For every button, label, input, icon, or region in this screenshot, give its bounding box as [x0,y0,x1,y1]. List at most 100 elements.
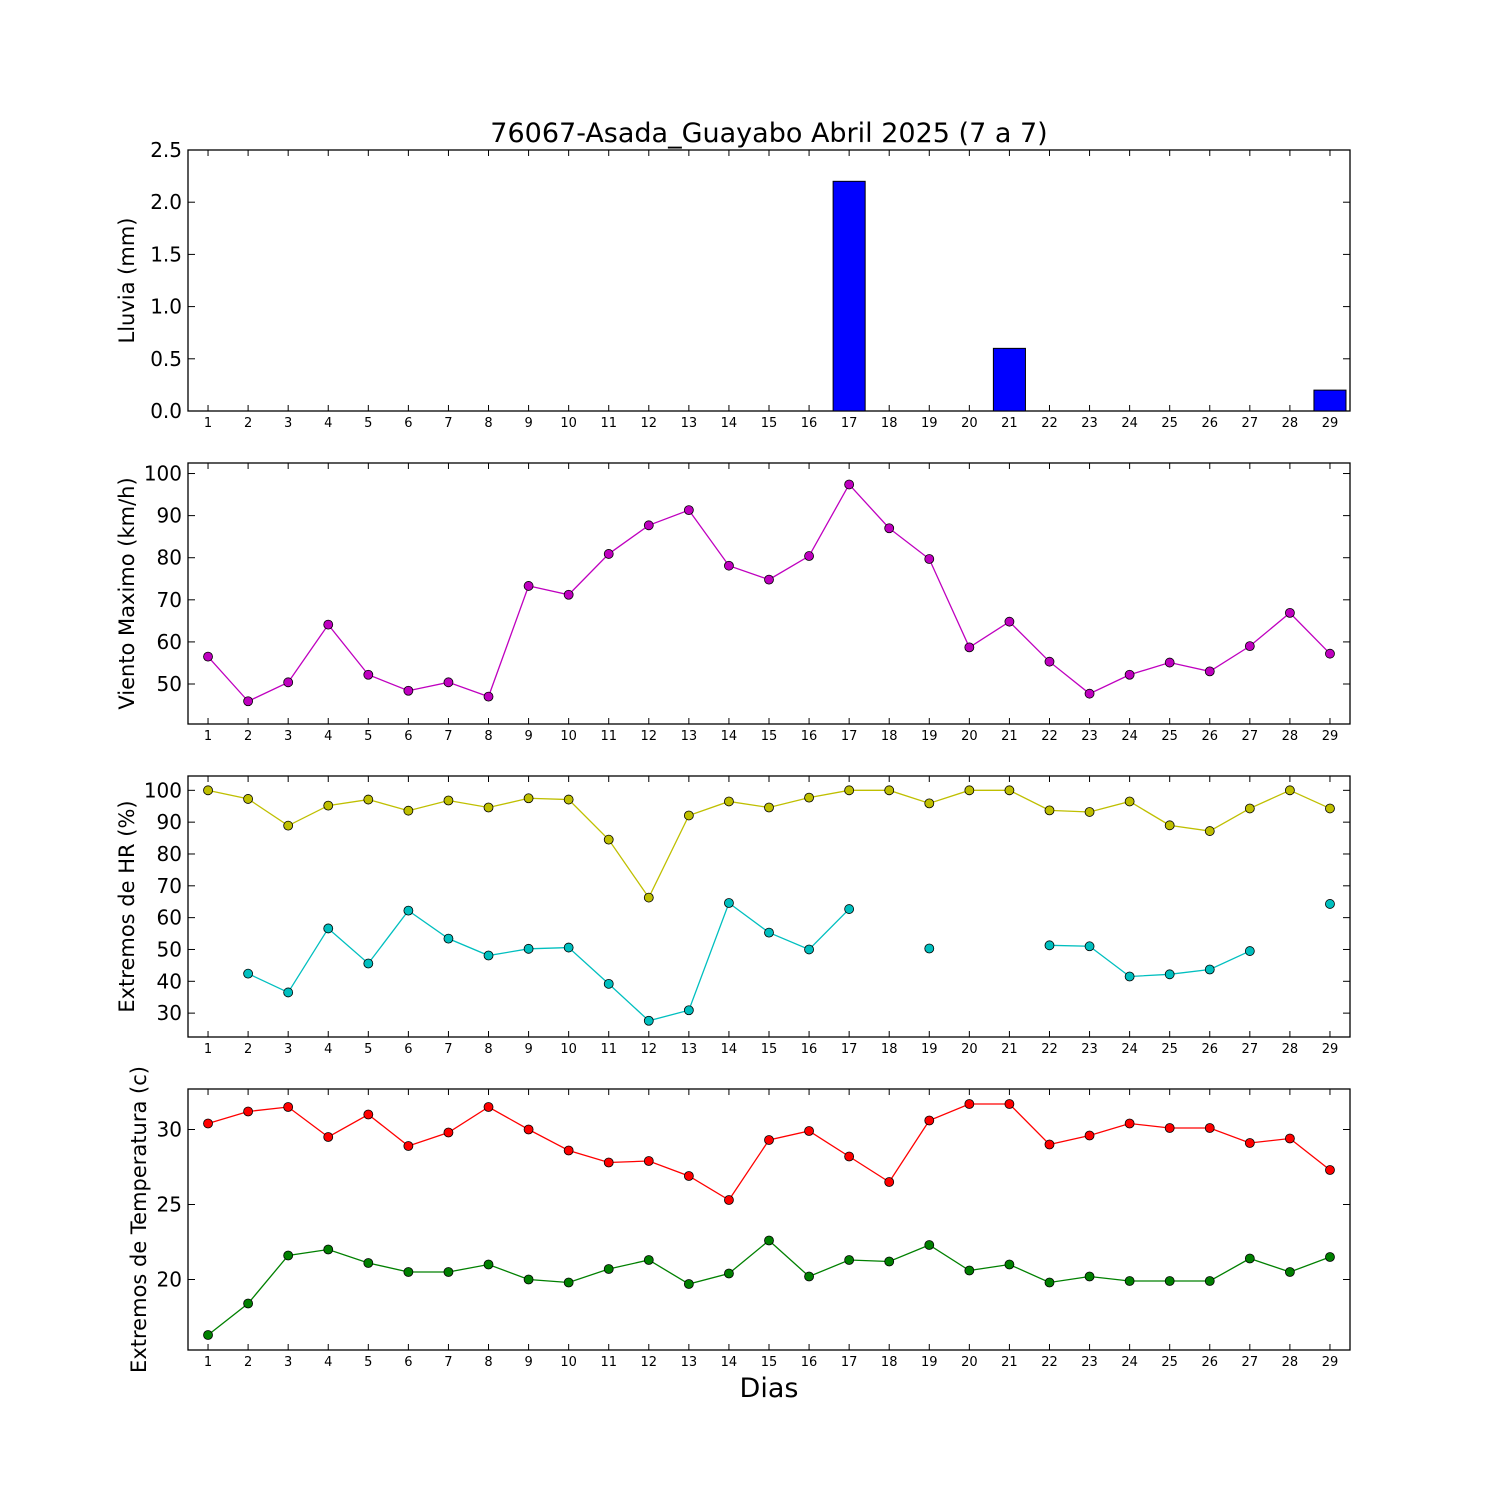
x-tick-label: 24 [1121,1355,1138,1370]
x-tick-label: 14 [721,1355,738,1370]
x-tick-label: 12 [641,729,658,744]
data-point [203,1118,213,1129]
data-point [243,1298,254,1309]
y-tick-label: 60 [157,630,182,654]
bar [992,347,1026,412]
x-tick-label: 7 [444,1355,452,1370]
x-tick-label: 12 [641,1042,658,1057]
x-tick-label: 10 [560,416,577,431]
data-point [1204,964,1215,975]
data-point [1244,803,1255,814]
x-tick-label: 17 [841,416,858,431]
data-point [1284,607,1295,618]
data-point [764,1135,774,1145]
x-tick-label: 5 [364,1042,372,1057]
data-point [523,581,534,591]
data-point [283,820,294,831]
x-tick-label: 24 [1121,1042,1138,1057]
data-point [683,1005,694,1016]
x-tick-label: 6 [404,729,412,744]
y-axis-label: Lluvia (mm) [115,218,139,344]
data-point [1004,616,1015,627]
data-point [804,1271,814,1282]
data-point [643,1255,654,1265]
y-tick-label: 0.0 [150,399,182,423]
data-point [203,1330,213,1340]
x-tick-label: 23 [1081,1355,1098,1370]
data-point [1164,820,1175,831]
data-point [1084,1271,1095,1282]
x-tick-label: 11 [600,416,617,431]
data-point [1164,1276,1175,1286]
x-tick-label: 8 [484,416,492,431]
data-point [924,943,935,954]
data-point [1004,1259,1015,1270]
data-point [924,554,935,564]
data-point [603,549,614,559]
x-tick-label: 2 [244,416,252,431]
x-tick-label: 17 [841,729,858,744]
x-tick-label: 16 [801,1042,818,1057]
x-tick-label: 10 [560,729,577,744]
x-tick-label: 25 [1161,1042,1178,1057]
x-tick-label: 16 [801,416,818,431]
data-point [1284,1133,1295,1144]
chart-title: 76067-Asada_Guayabo Abril 2025 (7 a 7) [490,118,1047,149]
x-tick-label: 14 [721,1042,738,1057]
x-tick-label: 24 [1121,416,1138,431]
data-point [724,898,734,908]
bar [1313,389,1347,412]
data-point [1204,666,1215,677]
data-point [403,1141,414,1151]
x-tick-label: 28 [1282,416,1299,431]
x-tick-label: 20 [961,1042,978,1057]
data-point [964,1099,975,1109]
y-tick-label: 90 [157,504,182,528]
data-point [203,785,213,796]
x-tick-label: 6 [404,1042,412,1057]
data-point [1084,807,1095,817]
x-tick-label: 8 [484,729,492,744]
x-tick-label: 1 [204,729,212,744]
x-tick-label: 11 [600,729,617,744]
data-point [1004,785,1015,796]
x-tick-label: 25 [1161,416,1178,431]
x-tick-label: 27 [1242,1042,1259,1057]
y-tick-label: 50 [157,672,182,696]
data-point [443,1127,454,1138]
data-point [1325,648,1335,659]
data-point [724,1195,734,1205]
data-point [603,1264,614,1274]
x-tick-label: 15 [761,1355,778,1370]
x-tick-label: 5 [364,1355,372,1370]
x-tick-label: 25 [1161,1355,1178,1370]
y-tick-label: 70 [157,874,182,898]
x-tick-label: 23 [1081,1042,1098,1057]
data-point [1164,1123,1175,1133]
y-tick-label: 2.5 [150,138,182,162]
x-tick-label: 6 [404,416,412,431]
y-tick-label: 40 [157,969,182,993]
x-tick-label: 9 [524,1355,532,1370]
x-tick-label: 21 [1001,416,1018,431]
x-tick-label: 13 [681,416,698,431]
data-point [804,944,814,955]
data-point [1044,1277,1055,1288]
data-point [403,905,414,916]
data-point [523,1274,534,1285]
data-point [683,810,694,821]
x-tick-label: 21 [1001,729,1018,744]
x-tick-label: 11 [600,1355,617,1370]
x-tick-label: 1 [204,416,212,431]
data-point [1325,1252,1335,1262]
x-tick-label: 10 [560,1042,577,1057]
x-tick-label: 29 [1322,1355,1339,1370]
data-point [363,958,374,969]
x-tick-label: 11 [600,1042,617,1057]
data-point [884,785,895,796]
data-point [884,523,895,534]
x-tick-label: 2 [244,729,252,744]
y-tick-label: 70 [157,588,182,612]
